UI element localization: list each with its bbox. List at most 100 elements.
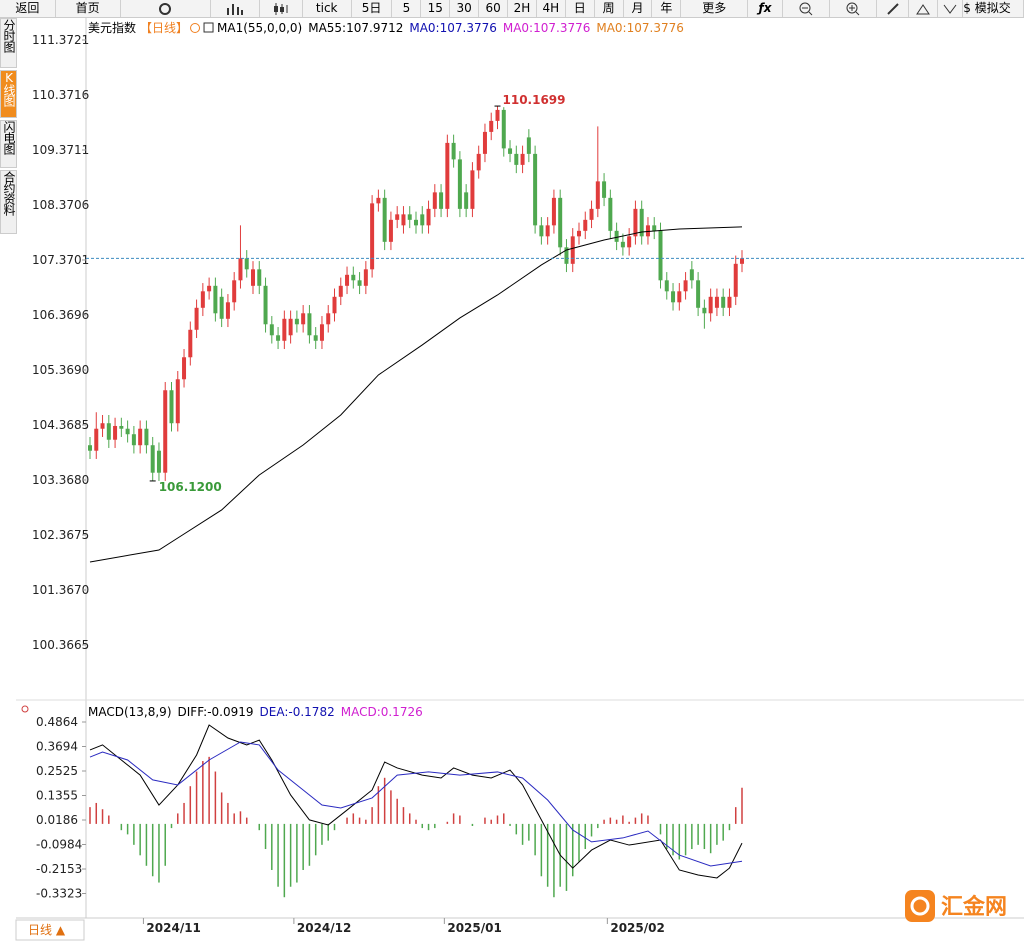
formula-button[interactable]: ƒx [748, 0, 783, 17]
more-button[interactable]: 更多 [681, 0, 749, 17]
x-tick-label: 2025/01 [447, 921, 501, 935]
candle-body [683, 280, 688, 292]
legend-item: MA0:107.3776 [596, 21, 684, 35]
candle-body [363, 269, 368, 286]
candle-body [432, 192, 437, 209]
x-tick-label: 2025/02 [610, 921, 664, 935]
period-tab[interactable]: 周 [595, 0, 624, 17]
period-tab[interactable]: 4H [537, 0, 566, 17]
x-tick-label: 2024/11 [146, 921, 200, 935]
period-label: 【日线】 [140, 21, 188, 35]
home-button[interactable]: 首页 [56, 0, 121, 17]
candle-body [100, 423, 105, 429]
period-tab[interactable]: 15 [421, 0, 451, 17]
candle-body [370, 203, 375, 270]
sim-trade-button[interactable]: $ 模拟交 [963, 0, 1024, 17]
period-button[interactable] [15, 919, 85, 941]
period-tab[interactable]: 60 [479, 0, 509, 17]
candle-button[interactable] [260, 0, 303, 17]
y-tick-label: 0.4864 [36, 715, 78, 729]
y-tick-label: 110.3716 [32, 88, 89, 102]
side-tab-active[interactable]: K线图 [0, 70, 17, 118]
logo-icon [905, 890, 935, 922]
y-tick-label: 0.0186 [36, 813, 78, 827]
tick-button[interactable]: tick [303, 0, 352, 17]
y-tick-label: 105.3690 [32, 363, 89, 377]
period-tab[interactable]: 年 [652, 0, 682, 17]
y-tick-label: 104.3685 [32, 418, 89, 432]
candle-body [740, 258, 744, 264]
legend-item: DEA:-0.1782 [260, 705, 335, 719]
candle-body [602, 181, 607, 198]
candle-body [727, 296, 732, 308]
down-button[interactable] [938, 0, 964, 17]
candle-body [200, 291, 205, 308]
refresh-button[interactable] [121, 0, 212, 17]
candle-body [476, 153, 481, 171]
candle-body [144, 428, 149, 446]
back-button[interactable]: 返回 [0, 0, 56, 17]
candle-body [689, 269, 694, 281]
candle-body [138, 428, 143, 446]
legend-item: MA1(55,0,0,0) [217, 21, 302, 35]
candle-body [589, 208, 594, 220]
draw-button[interactable] [877, 0, 910, 17]
side-tab[interactable]: 闪电图 [0, 120, 17, 168]
candle-body [106, 423, 111, 440]
candle-body [131, 434, 136, 446]
candle-body [545, 225, 550, 237]
candle-body [88, 445, 92, 451]
y-tick-label: 100.3665 [32, 638, 89, 652]
candle-body [526, 137, 531, 154]
candle-body [319, 324, 324, 341]
candle-body [219, 296, 224, 319]
settings-icon[interactable] [21, 705, 29, 713]
zoom-in-button[interactable] [830, 0, 877, 17]
candle-body [382, 197, 387, 242]
x-tick-label: 2024/12 [297, 921, 351, 935]
candle-body [489, 120, 494, 132]
candle-body [633, 208, 638, 237]
zoom-out-button[interactable] [783, 0, 830, 17]
candle-body [482, 131, 487, 154]
candle-body [595, 181, 600, 209]
candle-body [163, 390, 168, 473]
period-tab[interactable]: 2H [508, 0, 537, 17]
candle-body [207, 285, 212, 292]
legend-item: DIFF:-0.0919 [178, 705, 254, 719]
period-tab[interactable]: 30 [450, 0, 480, 17]
candle-body [251, 269, 255, 286]
triangle-button[interactable] [909, 0, 939, 17]
candle-body [671, 291, 676, 303]
side-tab[interactable]: 分时图 [0, 18, 17, 68]
candle-body [520, 153, 525, 165]
candle-body [652, 225, 657, 231]
candle-body [551, 197, 556, 226]
candle-body [733, 263, 738, 297]
candle-body [269, 324, 274, 336]
period-tab[interactable]: 月 [624, 0, 653, 17]
period-tab[interactable]: 5日 [352, 0, 393, 17]
side-tab[interactable]: 合约资料 [0, 170, 17, 234]
candle-body [225, 302, 230, 319]
side-tabs: 分时图 K线图 闪电图 合约资料 [0, 18, 17, 236]
candle-body [577, 230, 581, 237]
candle-body [583, 219, 588, 231]
y-tick-label: 102.3675 [32, 528, 89, 542]
candle-body [388, 219, 393, 242]
period-button-label[interactable]: 日线 ▲ [28, 923, 66, 937]
candle-body [639, 208, 644, 237]
collapse-icon [190, 23, 201, 33]
candle-body [357, 280, 362, 286]
high-label: 110.1699 [503, 93, 566, 107]
y-tick-label: 0.1355 [36, 789, 78, 803]
candle-body [244, 258, 249, 270]
period-tab[interactable]: 5 [392, 0, 422, 17]
period-tab[interactable]: 日 [566, 0, 595, 17]
candle-body [326, 313, 331, 325]
candle-body [495, 109, 500, 121]
candle-body [282, 318, 287, 341]
candle-body [664, 280, 669, 292]
chart-type-button[interactable] [211, 0, 260, 17]
legend-item: MACD:0.1726 [341, 705, 423, 719]
